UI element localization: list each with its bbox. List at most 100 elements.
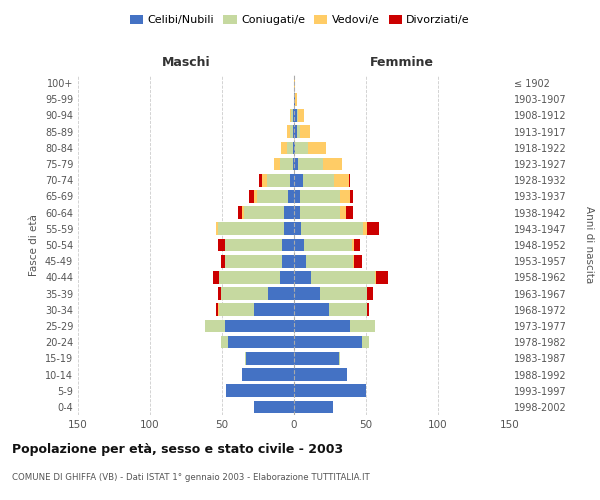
Bar xyxy=(268,288,294,300)
Bar xyxy=(334,174,349,186)
Bar xyxy=(352,238,355,252)
Text: COMUNE DI GHIFFA (VB) - Dati ISTAT 1° gennaio 2003 - Elaborazione TUTTITALIA.IT: COMUNE DI GHIFFA (VB) - Dati ISTAT 1° ge… xyxy=(12,472,370,482)
Bar xyxy=(294,400,333,413)
Y-axis label: Anni di nascita: Anni di nascita xyxy=(584,206,594,284)
Legend: Celibi/Nubili, Coniugati/e, Vedovi/e, Divorziati/e: Celibi/Nubili, Coniugati/e, Vedovi/e, Di… xyxy=(125,10,475,30)
Bar xyxy=(262,174,266,186)
Bar xyxy=(294,190,300,202)
Bar xyxy=(254,400,294,413)
Bar xyxy=(214,271,219,283)
Bar xyxy=(363,222,367,235)
Bar xyxy=(205,320,225,332)
Bar xyxy=(280,271,294,283)
Text: Popolazione per età, sesso e stato civile - 2003: Popolazione per età, sesso e stato civil… xyxy=(12,442,343,456)
Bar xyxy=(254,304,294,316)
Y-axis label: Fasce di età: Fasce di età xyxy=(29,214,39,276)
Bar xyxy=(294,271,311,283)
Bar xyxy=(288,190,294,202)
Bar xyxy=(294,288,320,300)
Bar xyxy=(219,271,280,283)
Bar xyxy=(221,255,225,268)
Bar xyxy=(340,206,346,219)
Bar xyxy=(295,93,297,106)
Bar xyxy=(294,174,302,186)
Bar xyxy=(376,271,388,283)
Bar xyxy=(293,158,294,170)
Bar xyxy=(298,158,323,170)
Bar xyxy=(294,255,305,268)
Bar xyxy=(293,142,294,154)
Bar xyxy=(283,238,294,252)
Bar xyxy=(302,174,334,186)
Bar xyxy=(221,336,228,348)
Bar xyxy=(242,206,244,219)
Bar xyxy=(274,158,280,170)
Bar xyxy=(221,288,268,300)
Bar xyxy=(290,109,291,122)
Bar xyxy=(218,238,225,252)
Bar xyxy=(355,238,360,252)
Bar xyxy=(350,190,353,202)
Bar xyxy=(349,174,350,186)
Bar xyxy=(340,190,350,202)
Bar xyxy=(290,126,293,138)
Text: Maschi: Maschi xyxy=(161,56,211,68)
Bar xyxy=(311,271,374,283)
Bar xyxy=(218,304,219,316)
Bar xyxy=(283,255,294,268)
Bar xyxy=(225,255,283,268)
Bar xyxy=(300,190,340,202)
Bar xyxy=(254,190,257,202)
Bar xyxy=(225,238,283,252)
Bar xyxy=(294,238,304,252)
Bar xyxy=(281,142,287,154)
Bar xyxy=(290,174,294,186)
Bar xyxy=(329,304,367,316)
Bar xyxy=(294,77,295,90)
Bar xyxy=(280,158,293,170)
Bar xyxy=(350,320,374,332)
Bar xyxy=(259,174,262,186)
Bar xyxy=(362,336,369,348)
Bar xyxy=(294,222,301,235)
Bar xyxy=(294,336,362,348)
Bar xyxy=(245,352,247,364)
Bar xyxy=(294,158,298,170)
Bar xyxy=(374,271,376,283)
Bar xyxy=(297,109,298,122)
Bar xyxy=(301,222,363,235)
Bar xyxy=(291,109,293,122)
Bar xyxy=(242,368,294,381)
Bar xyxy=(293,109,294,122)
Bar xyxy=(298,109,304,122)
Bar xyxy=(305,255,353,268)
Bar xyxy=(338,352,340,364)
Bar xyxy=(367,222,379,235)
Text: Femmine: Femmine xyxy=(370,56,434,68)
Bar xyxy=(226,384,294,397)
Bar xyxy=(304,238,352,252)
Bar xyxy=(294,384,366,397)
Bar xyxy=(247,352,294,364)
Bar xyxy=(320,288,367,300)
Bar xyxy=(295,142,308,154)
Bar xyxy=(257,190,288,202)
Bar xyxy=(294,206,300,219)
Bar xyxy=(284,222,294,235)
Bar xyxy=(353,255,355,268)
Bar xyxy=(294,109,297,122)
Bar xyxy=(218,222,284,235)
Bar xyxy=(284,206,294,219)
Bar xyxy=(216,222,218,235)
Bar xyxy=(300,126,310,138)
Bar xyxy=(346,206,353,219)
Bar xyxy=(287,126,290,138)
Bar xyxy=(294,126,297,138)
Bar xyxy=(250,190,254,202)
Bar xyxy=(300,206,340,219)
Bar xyxy=(308,142,326,154)
Bar xyxy=(294,93,295,106)
Bar xyxy=(287,142,293,154)
Bar xyxy=(293,126,294,138)
Bar xyxy=(297,126,300,138)
